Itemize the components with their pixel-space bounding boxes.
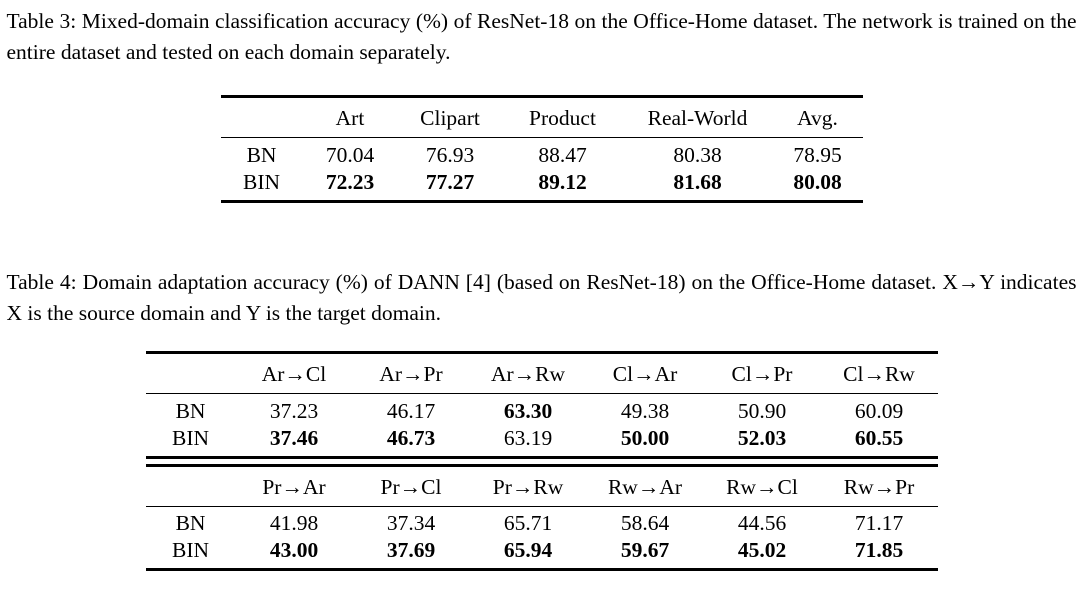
table-cell: 89.12 [538,169,587,194]
table-row: BN 70.04 76.93 88.47 80.38 78.95 [221,138,863,169]
column-header: Pr→Ar [235,465,353,507]
table-cell: 71.17 [854,511,904,536]
row-label: BN [246,142,277,167]
table-cell: 78.95 [793,142,842,167]
table4-caption: Table 4: Domain adaptation accuracy (%) … [6,269,1077,325]
table-cell: 49.38 [620,398,670,423]
table-cell: 37.69 [386,538,436,563]
table-cell: 44.56 [737,511,787,536]
column-header: Art [302,96,398,139]
table-cell: 63.19 [503,425,553,450]
table-cell: 80.08 [793,169,842,194]
paper-page: Table 3: Mixed-domain classification acc… [6,9,1077,572]
column-header: Ar→Cl [235,352,353,395]
table-cell: 70.04 [325,142,375,167]
table4-subtable-2: Pr→Ar Pr→Cl Pr→Rw Rw→Ar Rw→Cl Rw→Pr BN 4… [145,463,938,572]
table-cell: 37.23 [269,398,319,423]
column-header: Cl→Ar [586,352,704,395]
column-header [145,465,236,507]
column-header: Clipart [397,96,503,139]
table-cell: 46.73 [386,425,436,450]
table-row: BN 37.23 46.17 63.30 49.38 50.90 60.09 [146,394,938,425]
table-row: BIN 37.46 46.73 63.19 50.00 52.03 60.55 [146,425,938,458]
row-label: BN [175,511,206,536]
column-header: Rw→Pr [820,465,938,507]
table-cell: 60.55 [854,425,904,450]
table3: Art Clipart Product Real-World Avg. BN 7… [220,95,863,203]
table-cell: 65.71 [503,511,553,536]
table-cell: 80.38 [673,142,722,167]
table-row: BIN 72.23 77.27 89.12 81.68 80.08 [221,169,863,202]
table-cell: 37.46 [269,425,319,450]
table-cell: 50.00 [620,425,670,450]
row-label: BIN [171,538,210,563]
column-header: Product [502,96,623,139]
table-cell: 37.34 [386,511,436,536]
table-cell: 60.09 [854,398,904,423]
table-cell: 76.93 [425,142,475,167]
table-cell: 88.47 [538,142,587,167]
table-cell: 77.27 [425,169,475,194]
column-header: Ar→Rw [469,352,587,395]
column-header: Cl→Rw [820,352,938,395]
table-cell: 59.67 [620,538,670,563]
row-label: BN [175,398,206,423]
column-header: Pr→Cl [352,465,470,507]
column-header: Ar→Pr [352,352,470,395]
table-cell: 43.00 [269,538,319,563]
table-cell: 72.23 [325,169,375,194]
table-cell: 81.68 [673,169,722,194]
table4-subtable-2-header-row: Pr→Ar Pr→Cl Pr→Rw Rw→Ar Rw→Cl Rw→Pr [145,465,938,507]
table-cell: 50.90 [737,398,787,423]
table-cell: 45.02 [737,538,787,563]
table-cell: 63.30 [503,398,553,423]
row-label: BIN [242,169,281,194]
column-header [145,352,236,395]
column-header: Real-World [622,96,773,139]
column-header: Rw→Cl [703,465,821,507]
table-cell: 46.17 [386,398,436,423]
column-header: Cl→Pr [703,352,821,395]
table-cell: 65.94 [503,538,553,563]
table4-subtable-1-header-row: Ar→Cl Ar→Pr Ar→Rw Cl→Ar Cl→Pr Cl→Rw [145,352,938,395]
column-header: Rw→Ar [586,465,704,507]
table-row: BIN 43.00 37.69 65.94 59.67 45.02 71.85 [146,537,938,570]
table3-header-row: Art Clipart Product Real-World Avg. [220,96,863,139]
table-cell: 71.85 [854,538,904,563]
table3-caption: Table 3: Mixed-domain classification acc… [6,9,1077,64]
row-label: BIN [171,425,210,450]
table-row: BN 41.98 37.34 65.71 58.64 44.56 71.17 [146,506,938,537]
table-cell: 58.64 [620,511,670,536]
table4-subtable-1: Ar→Cl Ar→Pr Ar→Rw Cl→Ar Cl→Pr Cl→Rw BN 3… [145,351,938,459]
column-header: Avg. [772,96,863,139]
table-cell: 41.98 [269,511,319,536]
table-cell: 52.03 [737,425,787,450]
column-header: Pr→Rw [469,465,587,507]
column-header [220,96,303,139]
